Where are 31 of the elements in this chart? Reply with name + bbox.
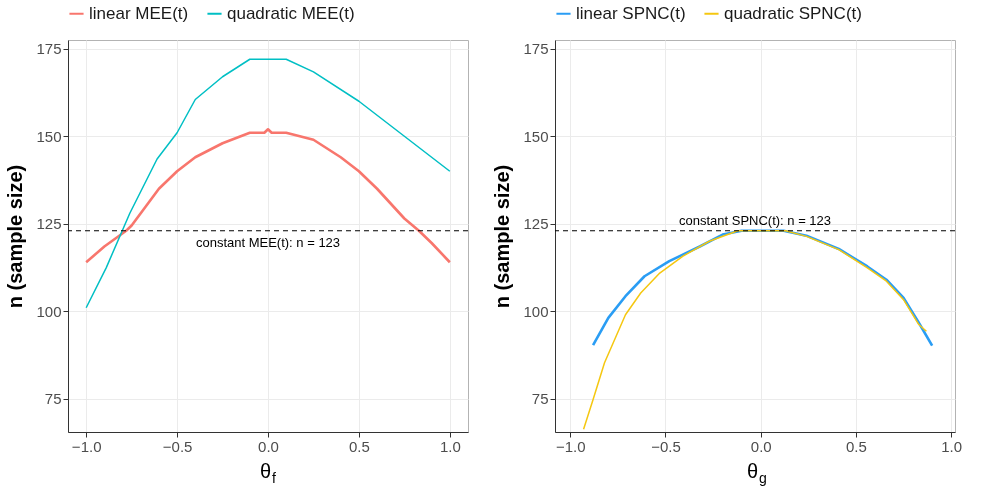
line-series <box>582 230 928 430</box>
x-tick-label: 0.5 <box>348 437 370 455</box>
ref-line-label: constant MEE(t): n = 123 <box>195 234 341 250</box>
y-tick-label: 175 <box>523 40 549 58</box>
line-series <box>85 58 451 309</box>
legend-label: quadratic MEE(t) <box>227 3 355 23</box>
y-axis-title: n (sample size) <box>491 164 514 309</box>
line-series <box>84 127 452 264</box>
legend-label: quadratic SPNC(t) <box>724 3 862 23</box>
y-tick-label: 100 <box>523 302 549 320</box>
legend-label: linear SPNC(t) <box>576 3 686 23</box>
x-tick-label: −0.5 <box>651 437 681 455</box>
y-tick-label: 175 <box>36 40 62 58</box>
ref-line-label: constant SPNC(t): n = 123 <box>678 212 832 228</box>
y-tick-label: 125 <box>523 215 549 233</box>
x-tick-label: 1.0 <box>439 437 461 455</box>
x-tick-label: 0.5 <box>846 437 867 455</box>
y-tick-label: 75 <box>531 390 549 408</box>
legend-label: linear MEE(t) <box>89 3 189 23</box>
x-tick-label: 1.0 <box>941 437 963 455</box>
y-tick-label: 125 <box>36 215 62 233</box>
x-tick-label: −0.5 <box>162 437 193 455</box>
x-tick-label: −1.0 <box>71 437 102 455</box>
y-axis-title: n (sample size) <box>4 164 27 309</box>
x-tick-label: 0.0 <box>750 437 772 455</box>
x-tick-label: 0.0 <box>258 437 279 455</box>
y-tick-label: 150 <box>523 127 549 145</box>
y-tick-label: 150 <box>36 127 62 145</box>
x-tick-label: −1.0 <box>555 437 586 455</box>
y-tick-label: 100 <box>36 302 62 320</box>
y-tick-label: 75 <box>44 390 62 408</box>
